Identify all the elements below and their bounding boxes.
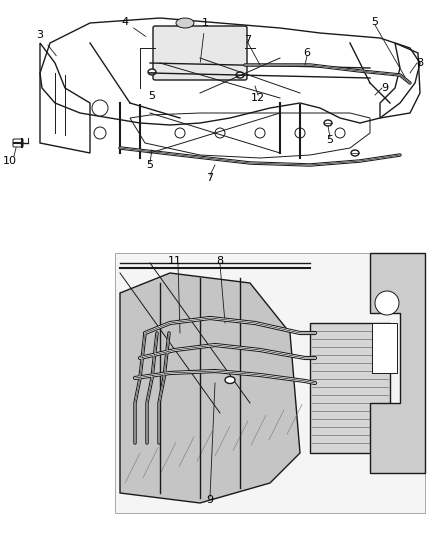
Text: 5: 5 (146, 160, 153, 170)
FancyBboxPatch shape (372, 323, 397, 373)
Text: 11: 11 (168, 256, 182, 266)
FancyBboxPatch shape (310, 323, 390, 453)
Text: 7: 7 (244, 35, 251, 45)
Ellipse shape (225, 376, 235, 384)
Text: 1: 1 (200, 18, 208, 62)
Ellipse shape (324, 120, 332, 126)
Circle shape (375, 291, 399, 315)
Text: 4: 4 (121, 17, 146, 36)
Text: 5: 5 (148, 91, 155, 101)
Circle shape (335, 128, 345, 138)
Circle shape (215, 128, 225, 138)
Circle shape (295, 128, 305, 138)
Text: 6: 6 (304, 48, 311, 58)
Text: 7: 7 (206, 173, 214, 183)
Text: 5: 5 (326, 135, 333, 145)
Circle shape (92, 100, 108, 116)
Text: 9: 9 (206, 495, 214, 505)
Text: 10: 10 (3, 156, 17, 166)
Text: 8: 8 (417, 58, 424, 68)
Text: 3: 3 (36, 30, 57, 56)
Text: 12: 12 (251, 93, 265, 103)
FancyBboxPatch shape (115, 253, 425, 513)
Text: 8: 8 (216, 256, 223, 266)
Circle shape (175, 128, 185, 138)
FancyBboxPatch shape (153, 26, 247, 80)
FancyBboxPatch shape (13, 139, 23, 147)
Text: 9: 9 (381, 83, 389, 93)
Ellipse shape (148, 69, 156, 75)
Text: 5: 5 (371, 17, 378, 27)
Ellipse shape (176, 18, 194, 28)
Circle shape (94, 127, 106, 139)
Polygon shape (370, 253, 425, 473)
Ellipse shape (236, 72, 244, 78)
Circle shape (255, 128, 265, 138)
Polygon shape (120, 273, 300, 503)
Ellipse shape (351, 150, 359, 156)
